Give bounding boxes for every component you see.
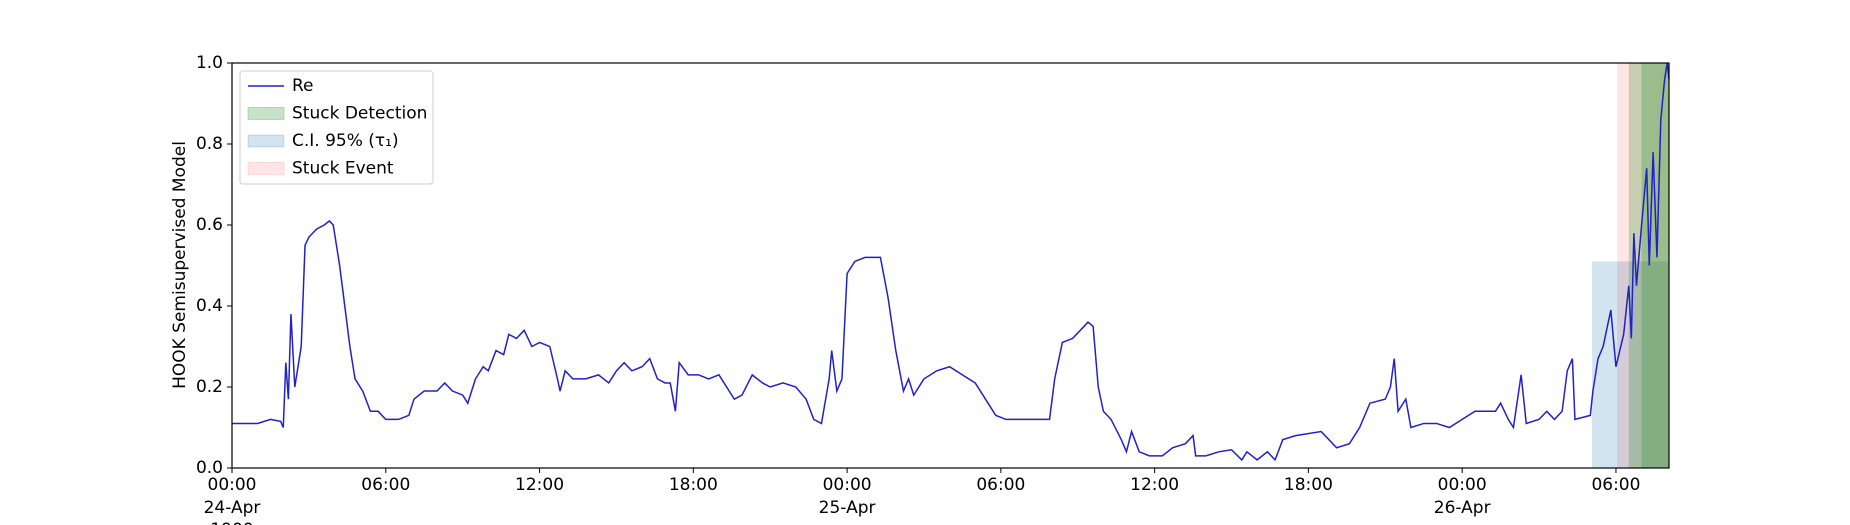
x-date-label: 25-Apr (819, 498, 876, 518)
legend-patch (247, 162, 285, 175)
legend-box (239, 70, 434, 185)
x-tick-label: 18:00 (669, 475, 718, 495)
x-tick-label: 00:00 (208, 475, 257, 495)
x-tick-label: 12:00 (1130, 475, 1179, 495)
y-tick-label: 0.4 (196, 296, 223, 316)
legend-patch (247, 107, 285, 120)
x-date-label: 26-Apr (1434, 498, 1491, 518)
x-tick-label: 12:00 (515, 475, 564, 495)
x-year-label: 1900 (210, 520, 253, 525)
x-tick-label: 06:00 (1591, 475, 1640, 495)
y-tick-label: 0.0 (196, 458, 223, 478)
legend-patch (247, 134, 285, 148)
legend-label: Stuck Event (292, 159, 394, 179)
x-date-label: 24-Apr (204, 498, 261, 518)
y-tick-label: 0.2 (196, 377, 223, 397)
y-tick-label: 0.6 (196, 215, 223, 235)
x-tick-label: 00:00 (823, 475, 872, 495)
line (232, 62, 1670, 462)
legend-label: Stuck Detection (292, 104, 427, 124)
legend-label: C.I. 95% (τ₁) (292, 131, 399, 151)
axes-frame (231, 62, 1670, 469)
y-tick-label: 0.8 (196, 134, 223, 154)
span (1592, 261, 1669, 468)
x-tick-label: 06:00 (361, 475, 410, 495)
x-tick-label: 00:00 (1438, 475, 1487, 495)
legend-label: Re (292, 76, 314, 96)
x-tick-label: 18:00 (1284, 475, 1333, 495)
y-tick-label: 1.0 (196, 53, 223, 73)
y-axis-label: HOOK Semisupervised Model (170, 141, 190, 389)
x-tick-label: 06:00 (976, 475, 1025, 495)
span (1641, 63, 1669, 468)
